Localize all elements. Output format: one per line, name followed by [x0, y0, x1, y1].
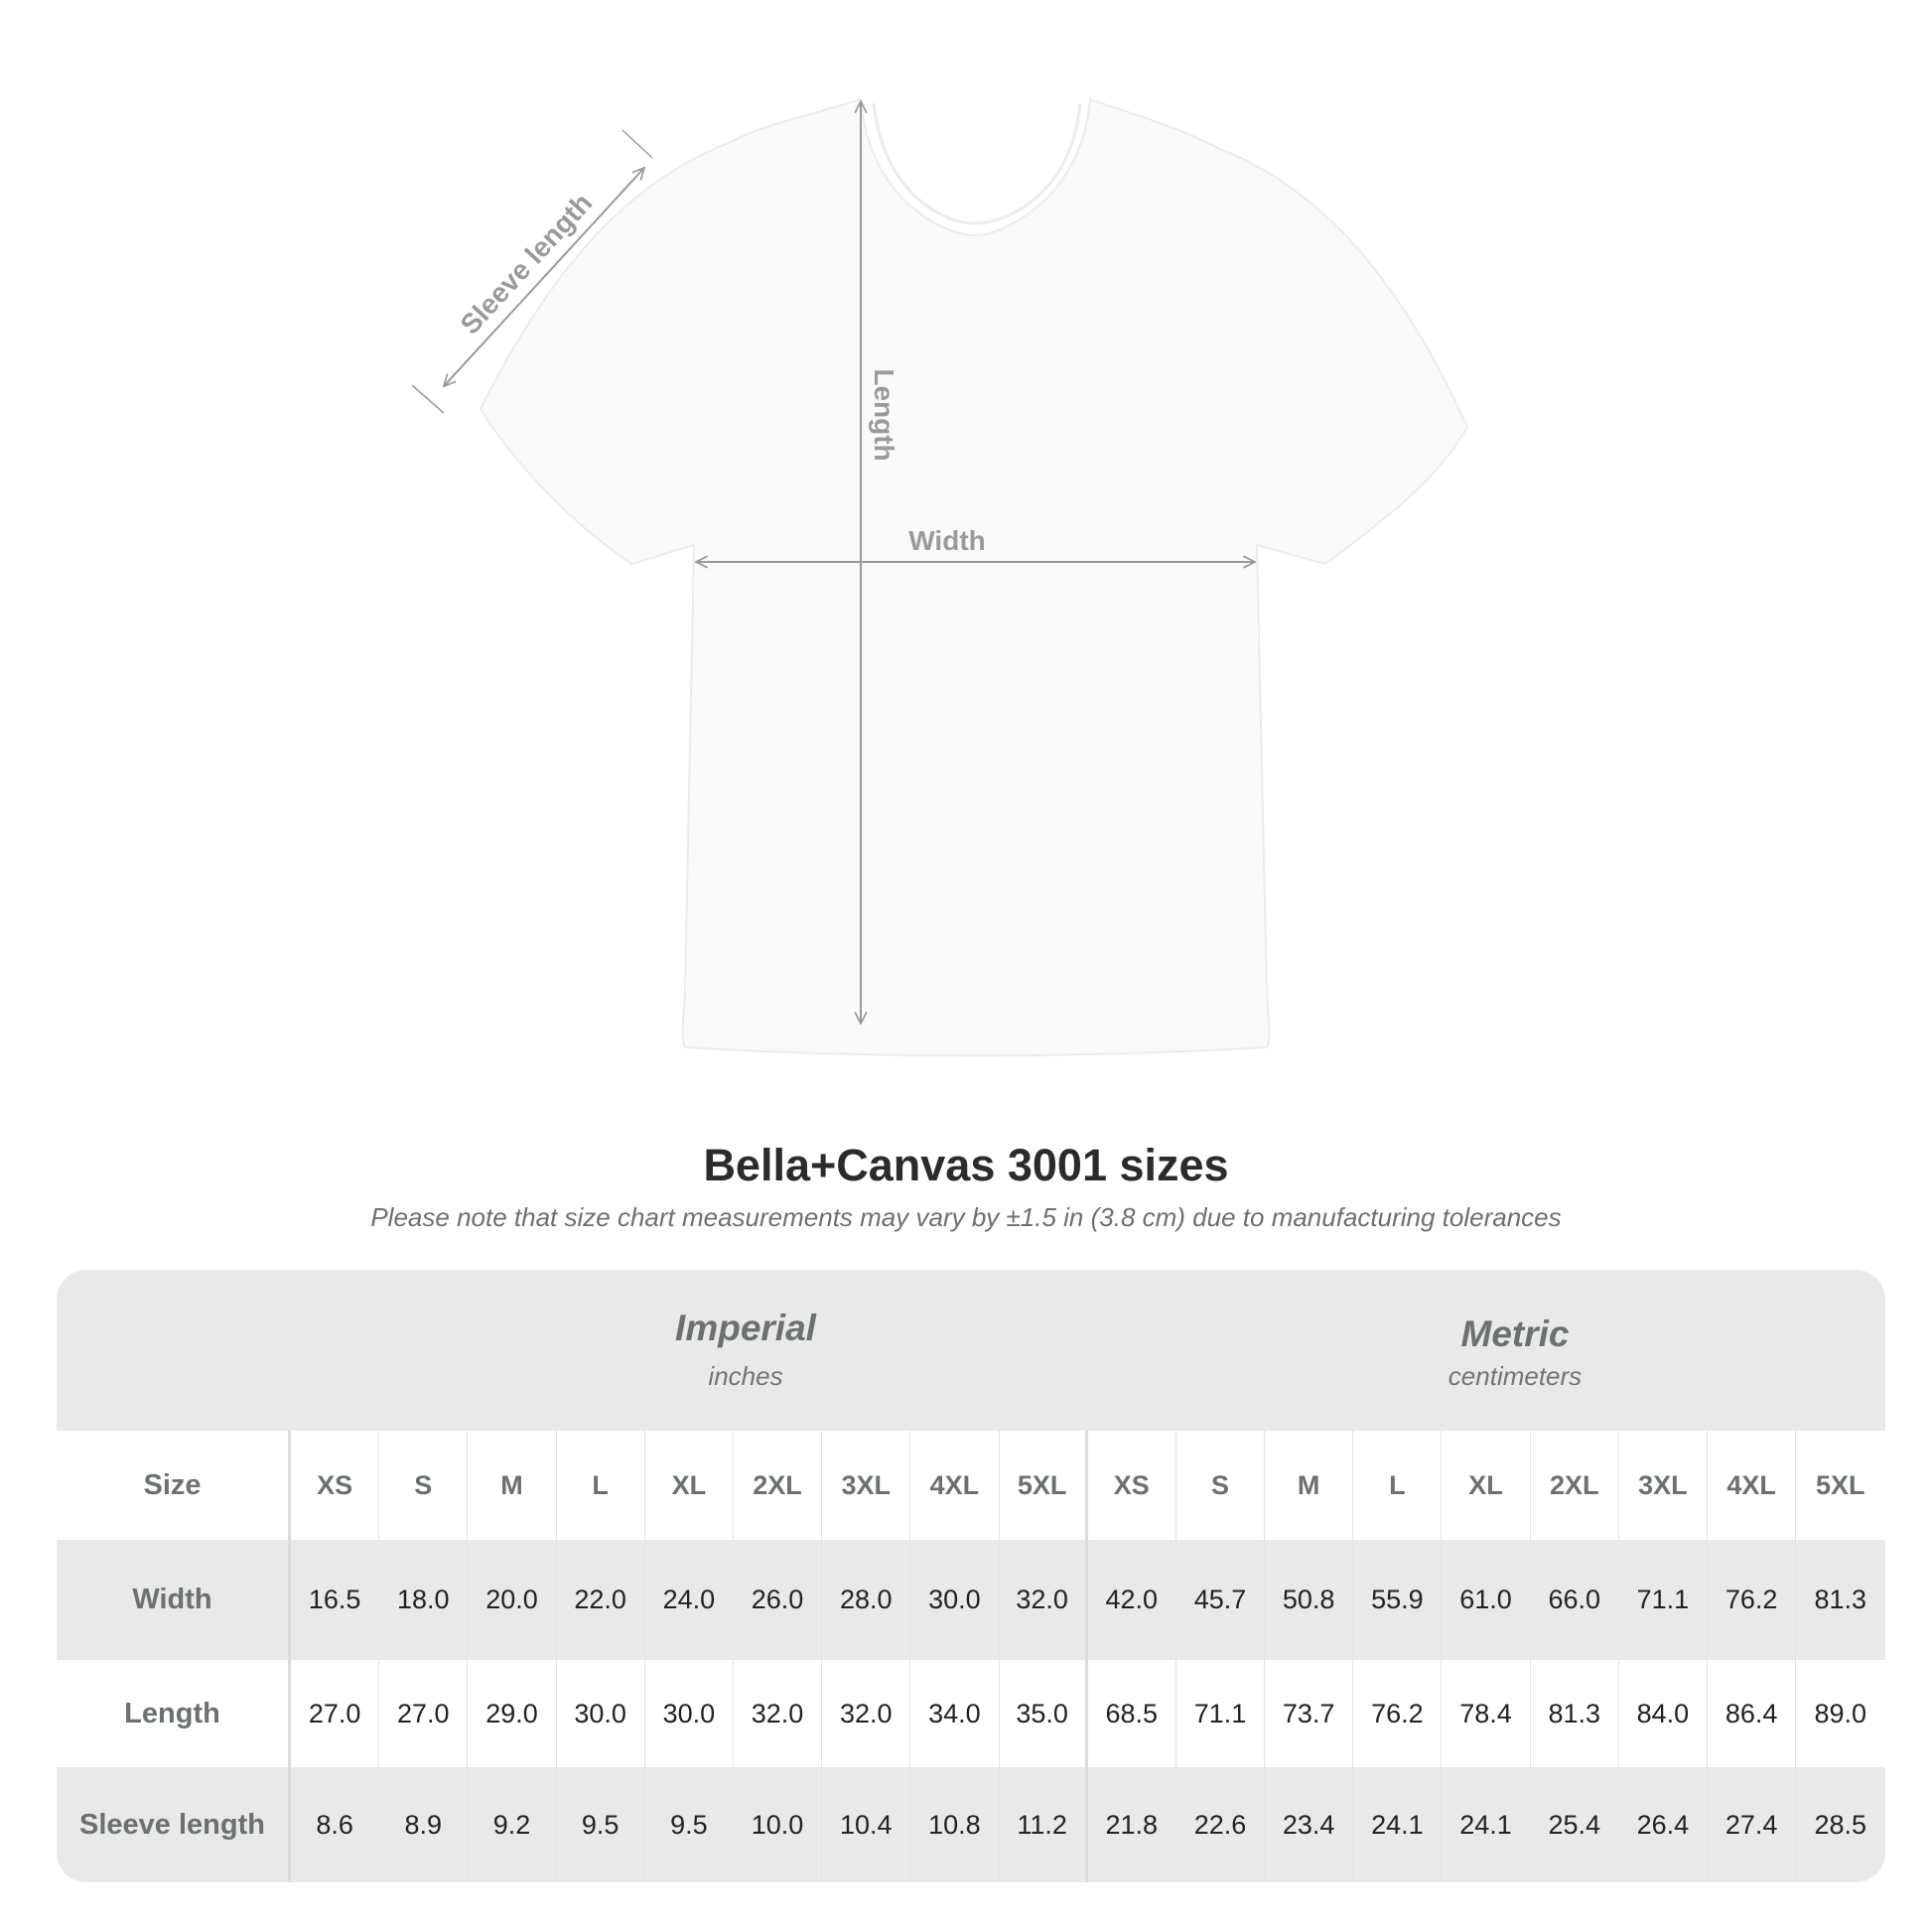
table-cell: 22.6: [1176, 1767, 1266, 1882]
size-header: M: [468, 1431, 557, 1540]
table-cell: 27.4: [1708, 1767, 1797, 1882]
table-cell: 26.0: [734, 1540, 823, 1660]
table-cell: 10.8: [910, 1767, 1000, 1882]
table-cell: 89.0: [1814, 1698, 1867, 1728]
table-cell: 61.0: [1442, 1540, 1531, 1660]
size-header: S: [1176, 1431, 1266, 1540]
table-cell: 29.0: [468, 1660, 557, 1767]
table-cell: 16.5: [291, 1540, 380, 1660]
size-header: S: [379, 1431, 469, 1540]
size-header: 4XL: [910, 1431, 1000, 1540]
table-cell: 30.0: [645, 1660, 734, 1767]
table-cell: 28.0: [822, 1540, 911, 1660]
table-cell: 86.4: [1708, 1660, 1797, 1767]
table-cell: 78.4: [1442, 1660, 1531, 1767]
table-cell: 71.1: [1619, 1540, 1708, 1660]
table-cell: 76.2: [1353, 1660, 1443, 1767]
row-label: Width: [57, 1540, 291, 1660]
table-cell: 26.4: [1619, 1767, 1708, 1882]
table-cell: 45.7: [1176, 1540, 1266, 1660]
size-header: XS: [1088, 1431, 1176, 1540]
table-cell: 27.0: [291, 1660, 380, 1767]
table-cell: 8.6: [291, 1767, 380, 1882]
sleeve-arrow: [444, 168, 644, 386]
table-cell: 81.3: [1814, 1585, 1867, 1614]
table-cell: 9.2: [468, 1767, 557, 1882]
size-header: XS: [291, 1431, 380, 1540]
table-cell: 20.0: [468, 1540, 557, 1660]
group-unit: centimeters: [1448, 1361, 1583, 1391]
size-header: 5XL: [1000, 1431, 1088, 1540]
table-cell: 55.9: [1353, 1540, 1443, 1660]
table-cell: 30.0: [910, 1540, 1000, 1660]
table-cell: 10.0: [734, 1767, 823, 1882]
table-cell: 11.2: [1000, 1767, 1088, 1882]
table-cell: 42.0: [1088, 1540, 1176, 1660]
table-cell: 25.4: [1531, 1767, 1619, 1882]
table-cell: 9.5: [557, 1767, 645, 1882]
tshirt-shape: [479, 97, 1469, 1057]
table-cell: 9.5: [645, 1767, 734, 1882]
size-header: XL: [645, 1431, 734, 1540]
table-cell: 81.3: [1531, 1660, 1619, 1767]
table-cell: 35.0: [1000, 1660, 1088, 1767]
size-header: L: [557, 1431, 645, 1540]
length-label: Length: [869, 368, 899, 461]
group-name: Imperial: [675, 1308, 816, 1348]
size-header: 3XL: [822, 1431, 911, 1540]
table-cell: 24.1: [1442, 1767, 1531, 1882]
table-cell: 27.0: [379, 1660, 469, 1767]
table-row: Length 27.0 27.0 29.0 30.0 30.0 32.0 32.0 34.0 35…: [57, 1660, 1885, 1767]
size-header: 2XL: [734, 1431, 823, 1540]
size-row: Size XS S M L XL 2XL 3XL 4XL 5XL XS S M L XL 2XL 3XL 4XL…: [57, 1431, 1885, 1540]
table-cell: 30.0: [557, 1660, 645, 1767]
table-cell: 68.5: [1088, 1660, 1176, 1767]
table-row: Width 16.5 18.0 20.0 22.0 24.0 26.0 28.0 30.0 32.…: [57, 1540, 1885, 1660]
width-label: Width: [908, 525, 986, 556]
table-cell: 34.0: [910, 1660, 1000, 1767]
table-cell: 71.1: [1176, 1660, 1266, 1767]
size-header: L: [1353, 1431, 1443, 1540]
size-header: 5XL: [1816, 1469, 1865, 1500]
tolerance-note: Please note that size chart measurements…: [370, 1202, 1562, 1232]
table-cell: 50.8: [1265, 1540, 1354, 1660]
row-label: Length: [57, 1660, 291, 1767]
table-cell: 24.1: [1353, 1767, 1443, 1882]
size-header: M: [1265, 1431, 1354, 1540]
group-imperial: Imperial inches: [348, 1308, 1143, 1392]
size-header: XL: [1442, 1431, 1531, 1540]
group-name: Metric: [1460, 1313, 1570, 1354]
table-cell: 73.7: [1265, 1660, 1354, 1767]
page-title: Bella+Canvas 3001 sizes: [703, 1140, 1229, 1190]
size-header: 2XL: [1531, 1431, 1619, 1540]
size-table: Imperial inches Metric centimeters Size …: [57, 1270, 1885, 1882]
table-cell: 23.4: [1265, 1767, 1354, 1882]
table-cell: 32.0: [734, 1660, 823, 1767]
group-unit: inches: [708, 1361, 783, 1391]
tshirt-diagram: Width Length Sleeve length: [411, 97, 1469, 1057]
group-metric: Metric centimeters: [1145, 1313, 1885, 1392]
group-header-band: [57, 1270, 1885, 1431]
table-cell: 10.4: [822, 1767, 911, 1882]
table-cell: 28.5: [1814, 1809, 1867, 1840]
row-label: Sleeve length: [57, 1767, 291, 1882]
size-header: 3XL: [1619, 1431, 1708, 1540]
table-cell: 32.0: [1000, 1540, 1088, 1660]
table-cell: 76.2: [1708, 1540, 1797, 1660]
table-cell: 66.0: [1531, 1540, 1619, 1660]
row-label: Size: [57, 1431, 291, 1540]
table-cell: 21.8: [1088, 1767, 1176, 1882]
table-cell: 24.0: [645, 1540, 734, 1660]
table-cell: 32.0: [822, 1660, 911, 1767]
table-row: Sleeve length 8.6 8.9 9.2 9.5 9.5 10.0 10.4 10.8…: [57, 1767, 1885, 1882]
size-header: 4XL: [1708, 1431, 1797, 1540]
table-cell: 22.0: [557, 1540, 645, 1660]
table-cell: 8.9: [379, 1767, 469, 1882]
table-cell: 84.0: [1619, 1660, 1708, 1767]
table-cell: 18.0: [379, 1540, 469, 1660]
